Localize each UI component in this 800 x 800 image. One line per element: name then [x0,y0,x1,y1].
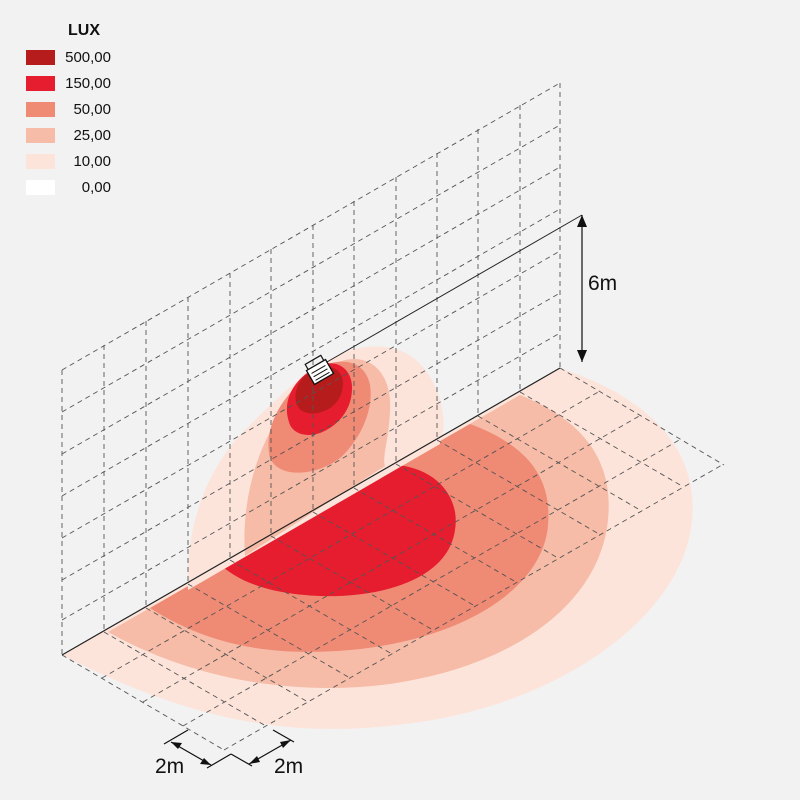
legend-value: 0,00 [81,178,111,196]
wall-grid [61,82,561,655]
legend-swatch [26,127,55,143]
legend-value: 25,00 [73,126,111,144]
legend-swatch [26,153,55,169]
legend-swatch [26,179,55,195]
floor-contours [62,368,693,729]
legend-swatch [26,101,55,117]
height-dimension [577,215,587,362]
wall-contour-500 [295,366,344,414]
grid-y-label: 2m [274,755,303,778]
floodlight-icon [304,354,335,386]
legend-swatch [26,75,55,91]
legend-item: 10,00 [26,148,126,174]
mounting-height-line [319,214,583,367]
legend-item: 150,00 [26,70,126,96]
legend-item: 25,00 [26,122,126,148]
legend-value: 50,00 [73,100,111,118]
lux-legend: LUX 500,00 150,00 50,00 25,00 10,00 0,00 [26,18,126,200]
legend-title: LUX [68,22,100,39]
legend-item: 0,00 [26,174,126,200]
floor-grid [61,367,725,751]
floor-contour-150 [222,465,456,597]
grid-dimension-x [163,729,232,769]
wall-base-line [61,367,561,656]
legend-value: 10,00 [73,152,111,170]
grid-dimension-y [230,729,295,767]
legend-item: 500,00 [26,44,126,70]
legend-item: 50,00 [26,96,126,122]
grid-x-label: 2m [155,755,184,778]
legend-swatch [26,49,55,65]
legend-value: 150,00 [65,74,111,92]
height-label: 6m [588,272,617,295]
legend-value: 500,00 [65,48,111,66]
